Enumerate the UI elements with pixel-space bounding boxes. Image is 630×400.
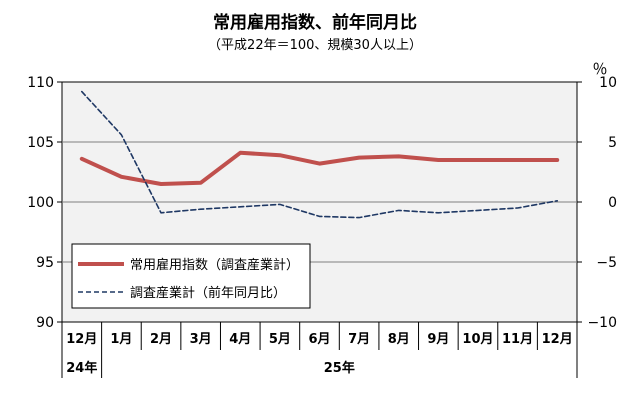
right-tick-label: 5 — [608, 135, 617, 151]
category-label: 4月 — [229, 332, 251, 347]
year-label: 25年 — [324, 360, 355, 376]
right-axis-ticks: −10 −5 0 5 10 — [577, 75, 617, 331]
left-tick-label: 95 — [36, 255, 54, 271]
legend-label-employment-index: 常用雇用指数（調査産業計） — [130, 257, 299, 273]
left-tick-label: 105 — [27, 135, 54, 151]
category-label: 8月 — [388, 332, 410, 347]
legend: 常用雇用指数（調査産業計） 調査産業計（前年同月比） — [71, 243, 311, 309]
right-tick-label: −10 — [587, 315, 617, 331]
chart-title: 常用雇用指数、前年同月比 — [213, 13, 417, 33]
legend-label-yoy-change: 調査産業計（前年同月比） — [130, 285, 286, 301]
category-label: 12月 — [66, 332, 97, 347]
left-axis-ticks: 90 95 100 105 110 — [27, 75, 62, 331]
category-label: 6月 — [308, 332, 330, 347]
category-label: 5月 — [269, 332, 291, 347]
series-layer — [79, 90, 560, 219]
category-label: 2月 — [150, 332, 172, 347]
category-axis: 12月 1月 2月 3月 4月 5月 6月 7月 8月 9月 10月 11月 12月 24年 25年 — [61, 322, 578, 378]
left-tick-label: 110 — [27, 75, 54, 91]
category-label: 1月 — [110, 332, 132, 347]
category-label: 10月 — [462, 332, 493, 347]
right-tick-label: −5 — [596, 255, 617, 271]
category-label: 12月 — [542, 332, 573, 347]
left-tick-label: 100 — [27, 195, 54, 211]
category-label: 9月 — [427, 332, 449, 347]
category-label: 7月 — [348, 332, 370, 347]
right-tick-label: 10 — [599, 75, 617, 91]
chart-subtitle: （平成22年＝100、規模30人以上） — [208, 38, 422, 53]
right-axis-unit-label: ％ — [592, 60, 607, 78]
right-tick-label: 0 — [608, 195, 617, 211]
category-label: 3月 — [190, 332, 212, 347]
left-tick-label: 90 — [36, 315, 54, 331]
legend-box — [71, 243, 311, 309]
category-label: 11月 — [502, 332, 533, 347]
year-label: 24年 — [66, 360, 97, 376]
